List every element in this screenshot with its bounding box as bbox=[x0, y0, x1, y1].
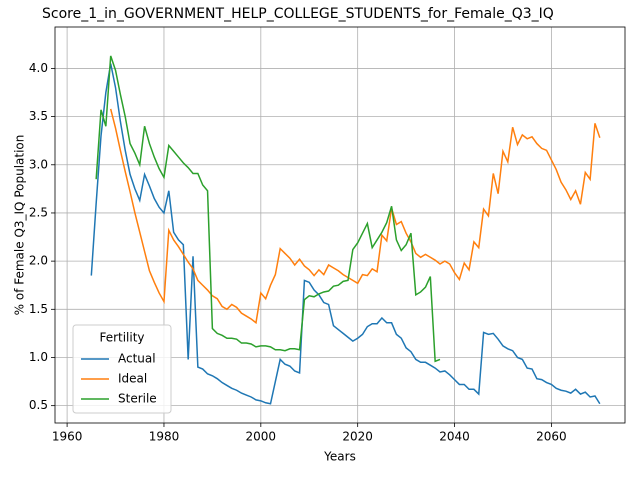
chart-title: Score_1_in_GOVERNMENT_HELP_COLLEGE_STUDE… bbox=[42, 6, 554, 22]
plot-frame bbox=[54, 26, 626, 424]
y-tick-label: 1.5 bbox=[29, 302, 48, 316]
x-tick-label: 2060 bbox=[536, 430, 567, 444]
x-tick-label: 2000 bbox=[246, 430, 277, 444]
y-tick-label: 1.0 bbox=[29, 350, 48, 364]
y-tick-label: 0.5 bbox=[29, 398, 48, 412]
x-tick-label: 2020 bbox=[342, 430, 373, 444]
legend-label: Sterile bbox=[118, 392, 157, 406]
y-tick-label: 2.0 bbox=[29, 254, 48, 268]
x-tick-label: 1960 bbox=[52, 430, 83, 444]
y-tick-label: 4.0 bbox=[29, 61, 48, 75]
x-tick-label: 2040 bbox=[439, 430, 470, 444]
legend-label: Actual bbox=[118, 352, 156, 366]
y-tick-label: 3.5 bbox=[29, 109, 48, 123]
legend-box bbox=[72, 324, 172, 414]
data-line bbox=[109, 108, 601, 325]
x-tick-label: 1980 bbox=[149, 430, 180, 444]
legend-title: Fertility bbox=[99, 331, 144, 345]
data-line bbox=[95, 55, 441, 363]
data-line bbox=[90, 63, 601, 405]
y-tick-label: 3.0 bbox=[29, 157, 48, 171]
x-axis-label: Years bbox=[323, 450, 356, 464]
legend-label: Ideal bbox=[118, 372, 147, 386]
y-tick-label: 2.5 bbox=[29, 205, 48, 219]
y-axis-label: % of Female Q3_IQ Population bbox=[13, 135, 27, 316]
